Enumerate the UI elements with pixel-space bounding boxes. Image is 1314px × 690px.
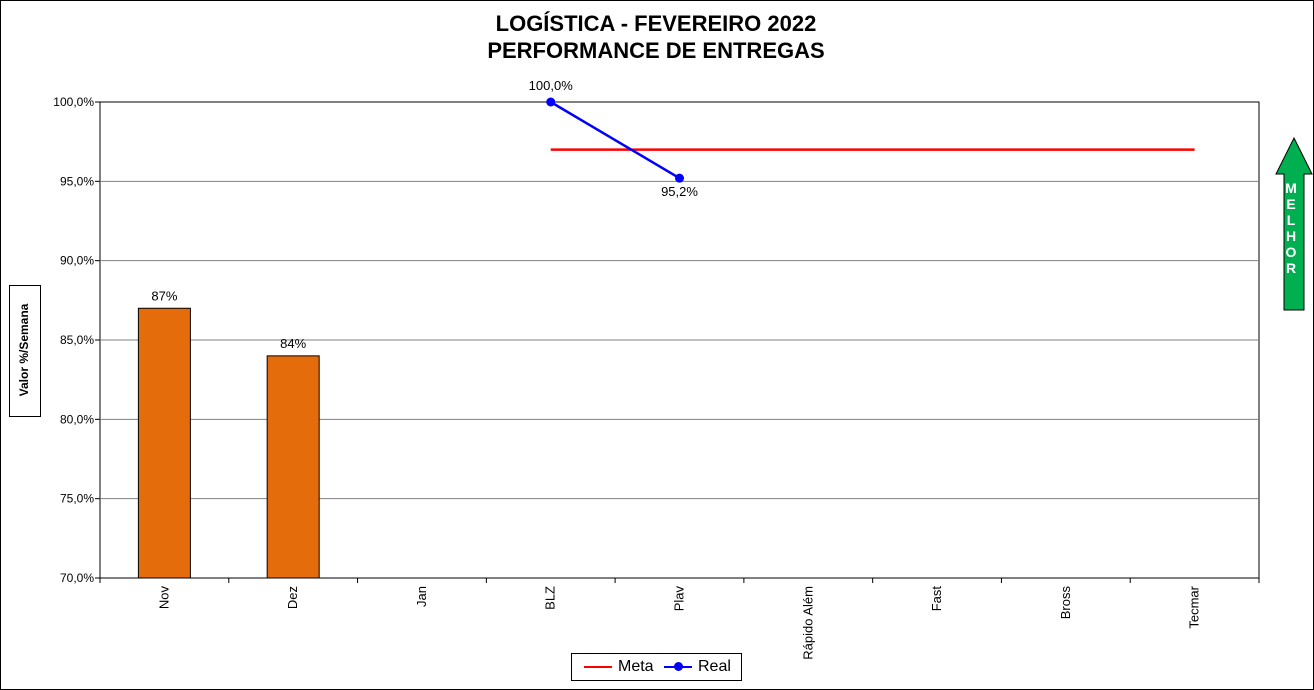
legend-real-marker	[674, 662, 683, 671]
better-label-letter: R	[1285, 260, 1297, 276]
y-axis-label-box	[9, 285, 41, 417]
series-data-label: 100,0%	[529, 78, 574, 93]
x-tick-label: Tecmar	[1187, 585, 1202, 628]
x-tick-label: Bross	[1058, 586, 1073, 620]
y-tick-label: 70,0%	[60, 571, 94, 585]
x-tick-label: Jan	[414, 586, 429, 607]
better-up-arrow-icon	[1275, 137, 1313, 311]
bar-data-label: 84%	[280, 336, 306, 351]
x-tick-label: Dez	[285, 586, 300, 609]
chart-title: LOGÍSTICA - FEVEREIRO 2022 PERFORMANCE D…	[0, 10, 1312, 64]
legend-real-label: Real	[698, 658, 731, 675]
bar	[266, 355, 320, 579]
y-tick-label: 100,0%	[53, 95, 94, 109]
y-tick-label: 95,0%	[60, 174, 94, 188]
x-tick-label: Fast	[929, 586, 944, 612]
y-tick-label: 85,0%	[60, 333, 94, 347]
better-label-letter: O	[1285, 244, 1297, 260]
y-tick-label: 75,0%	[60, 492, 94, 506]
y-tick-label: 90,0%	[60, 254, 94, 268]
x-tick-label: BLZ	[543, 586, 558, 610]
bar	[137, 307, 191, 579]
x-tick-label: Rápido Além	[800, 586, 815, 660]
x-tick-label: Plav	[672, 586, 687, 612]
better-label-letter: E	[1286, 196, 1296, 212]
legend-meta-swatch	[584, 666, 612, 668]
series-point-real	[675, 173, 684, 183]
legend: Meta Real	[571, 653, 742, 681]
legend-meta-label: Meta	[618, 658, 654, 675]
bar-data-label: 87%	[151, 288, 177, 303]
series-point-real	[546, 97, 556, 107]
chart-title-line-2: PERFORMANCE DE ENTREGAS	[487, 38, 825, 63]
series-line-real	[550, 100, 681, 180]
y-tick-label: 80,0%	[60, 412, 94, 426]
better-label-letter: M	[1285, 180, 1297, 196]
series-data-label: 95,2%	[661, 184, 698, 199]
better-label-letter: H	[1285, 228, 1297, 244]
chart-title-line-1: LOGÍSTICA - FEVEREIRO 2022	[495, 11, 817, 36]
better-label-letter: L	[1286, 212, 1296, 228]
x-tick-label: Nov	[156, 586, 171, 610]
